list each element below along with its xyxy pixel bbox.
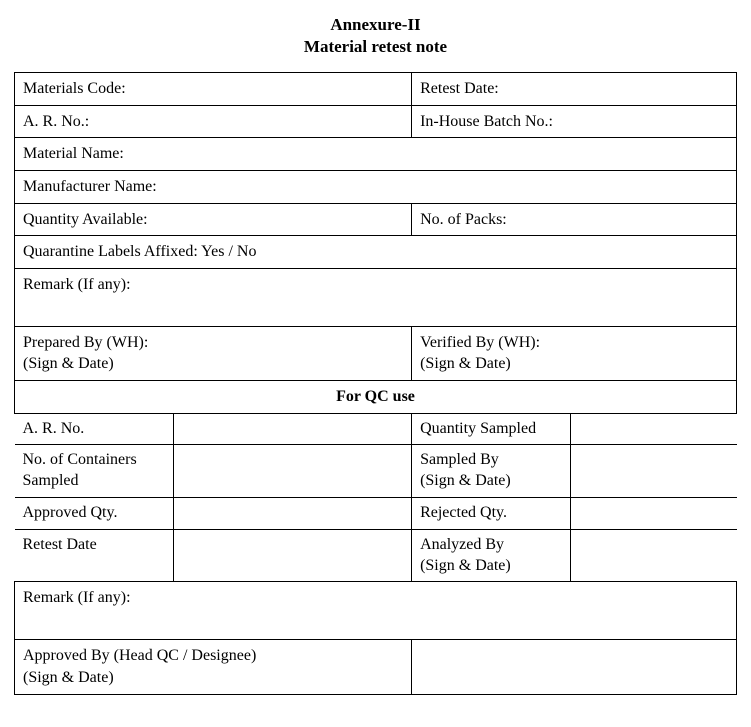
qc-analyzed-by-l1: Analyzed By [420, 536, 504, 553]
material-name-cell: Material Name: [15, 138, 737, 171]
qc-remark-cell: Remark (If any): [15, 582, 737, 640]
document-title: Material retest note [304, 37, 447, 56]
retest-note-form: Materials Code: Retest Date: A. R. No.: … [14, 72, 737, 694]
retest-date-cell: Retest Date: [412, 73, 737, 106]
document-header: Annexure-II Material retest note [14, 14, 737, 58]
quantity-available-cell: Quantity Available: [15, 203, 412, 236]
qc-ar-no-label: A. R. No. [15, 414, 174, 445]
annexure-label: Annexure-II [330, 15, 420, 34]
qc-rejected-qty-label: Rejected Qty. [412, 497, 571, 529]
inhouse-batch-cell: In-House Batch No.: [412, 105, 737, 138]
qc-sampled-by-l2: (Sign & Date) [420, 472, 511, 489]
qc-approved-qty-value [173, 497, 411, 529]
qc-analyzed-by-label: Analyzed By (Sign & Date) [412, 529, 571, 581]
prepared-by-line1: Prepared By (WH): [23, 334, 148, 351]
verified-by-line1: Verified By (WH): [420, 334, 540, 351]
remark-top-cell: Remark (If any): [15, 268, 737, 326]
qc-qty-sampled-label: Quantity Sampled [412, 414, 571, 445]
quarantine-labels-cell: Quarantine Labels Affixed: Yes / No [15, 236, 737, 269]
qc-approved-by-cell: Approved By (Head QC / Designee) (Sign &… [15, 640, 412, 694]
qc-section-header: For QC use [15, 380, 737, 413]
qc-sampled-by-value [570, 445, 736, 498]
qc-sampled-by-label: Sampled By (Sign & Date) [412, 445, 571, 498]
qc-ar-no-value [173, 414, 411, 445]
qc-approved-by-l2: (Sign & Date) [23, 669, 114, 686]
manufacturer-name-cell: Manufacturer Name: [15, 170, 737, 203]
qc-approved-by-l1: Approved By (Head QC / Designee) [23, 647, 256, 664]
ar-no-cell: A. R. No.: [15, 105, 412, 138]
verified-by-cell: Verified By (WH): (Sign & Date) [412, 326, 737, 380]
qc-approved-qty-label: Approved Qty. [15, 497, 174, 529]
qc-retest-date-label: Retest Date [15, 529, 174, 581]
qc-containers-value [173, 445, 411, 498]
prepared-by-line2: (Sign & Date) [23, 355, 114, 372]
qc-rejected-qty-value [570, 497, 736, 529]
qc-containers-label: No. of Containers Sampled [15, 445, 174, 498]
qc-approved-by-value [412, 640, 737, 694]
qc-containers-l2: Sampled [23, 472, 79, 489]
qc-table: A. R. No. Quantity Sampled No. of Contai… [15, 414, 737, 582]
qc-retest-date-value [173, 529, 411, 581]
no-of-packs-cell: No. of Packs: [412, 203, 737, 236]
qc-qty-sampled-value [570, 414, 736, 445]
materials-code-cell: Materials Code: [15, 73, 412, 106]
verified-by-line2: (Sign & Date) [420, 355, 511, 372]
qc-sampled-by-l1: Sampled By [420, 451, 499, 468]
prepared-by-cell: Prepared By (WH): (Sign & Date) [15, 326, 412, 380]
qc-analyzed-by-l2: (Sign & Date) [420, 557, 511, 574]
qc-containers-l1: No. of Containers [23, 451, 137, 468]
qc-analyzed-by-value [570, 529, 736, 581]
